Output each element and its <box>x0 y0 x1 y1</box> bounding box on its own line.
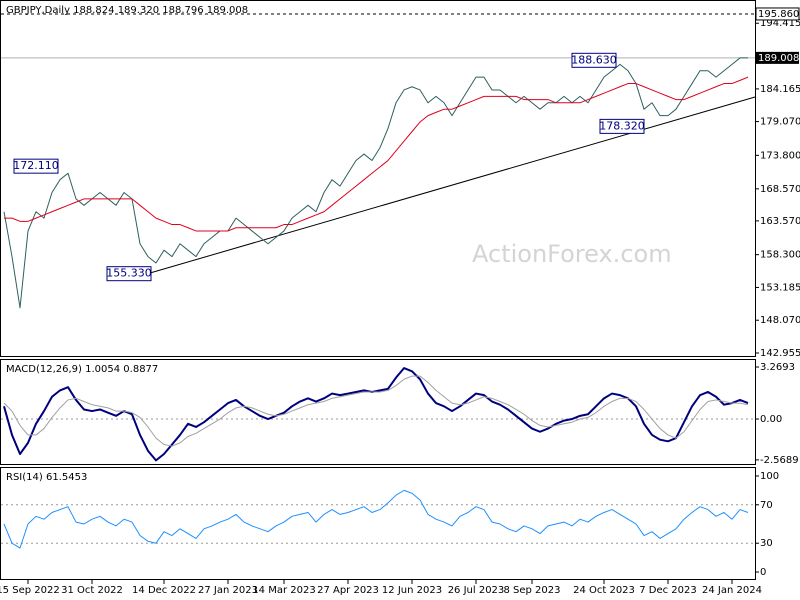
price-panel <box>0 0 756 357</box>
y-tick-label: 163.570 <box>760 216 800 227</box>
y-tick-label: 3.2693 <box>760 362 795 373</box>
y-tick-label: 0 <box>760 567 766 578</box>
level-label: 195.860 <box>758 9 799 20</box>
y-tick-label: 184.165 <box>760 84 800 95</box>
y-tick-label: 168.570 <box>760 184 800 195</box>
level-label-box <box>755 7 800 21</box>
x-tick-label: 12 Jun 2023 <box>382 585 442 596</box>
watermark: ActionForex.com <box>472 240 672 268</box>
y-tick-label: 30 <box>760 538 773 549</box>
x-tick-label: 7 Dec 2023 <box>639 585 697 596</box>
annotation-box <box>599 118 645 134</box>
annotation-box <box>571 52 617 68</box>
annotation-box <box>13 158 59 174</box>
y-tick-label: 179.070 <box>760 117 800 128</box>
y-tick-label: -2.5689 <box>760 455 799 466</box>
series-line <box>3 489 749 549</box>
macd-panel <box>0 359 756 465</box>
annotation-label: 188.630 <box>571 53 617 66</box>
macd-title: MACD(12,26,9) 1.0054 0.8877 <box>6 364 158 375</box>
x-tick-label: 26 Jul 2023 <box>448 585 505 596</box>
x-tick-label: 14 Mar 2023 <box>252 585 315 596</box>
x-tick-label: 24 Jan 2024 <box>702 585 762 596</box>
series-line <box>3 57 748 309</box>
y-tick-label: 158.300 <box>760 250 800 261</box>
rsi-title: RSI(14) 61.5453 <box>6 472 87 483</box>
series-line <box>3 375 749 447</box>
annotation-label: 172.110 <box>13 159 59 172</box>
x-tick-label: 14 Dec 2022 <box>132 585 196 596</box>
y-tick-label: 148.070 <box>760 315 800 326</box>
series-line <box>3 367 749 462</box>
last-price-box <box>756 51 799 64</box>
y-tick-label: 100 <box>760 471 779 482</box>
annotation-label: 178.320 <box>599 119 645 132</box>
annotation-label: 155.330 <box>106 267 152 280</box>
last-price-label: 189.008 <box>758 53 799 64</box>
y-tick-label: 194.415 <box>760 18 800 29</box>
trendline <box>149 96 756 274</box>
x-tick-label: 8 Sep 2023 <box>503 585 560 596</box>
series-line <box>4 76 749 232</box>
x-tick-label: 27 Apr 2023 <box>317 585 379 596</box>
price-title: GBPJPY,Daily 188.824 189.320 188.796 189… <box>6 5 248 16</box>
y-tick-label: 153.185 <box>760 282 800 293</box>
y-tick-label: 0.00 <box>760 414 782 425</box>
x-tick-label: 24 Oct 2023 <box>573 585 635 596</box>
rsi-panel <box>0 467 756 580</box>
x-tick-label: 15 Sep 2022 <box>0 585 60 596</box>
y-tick-label: 173.800 <box>760 150 800 161</box>
y-tick-label: 142.955 <box>760 348 800 359</box>
annotation-box <box>106 266 152 282</box>
x-tick-label: 27 Jan 2023 <box>198 585 258 596</box>
x-tick-label: 31 Oct 2022 <box>61 585 123 596</box>
y-tick-label: 70 <box>760 500 773 511</box>
